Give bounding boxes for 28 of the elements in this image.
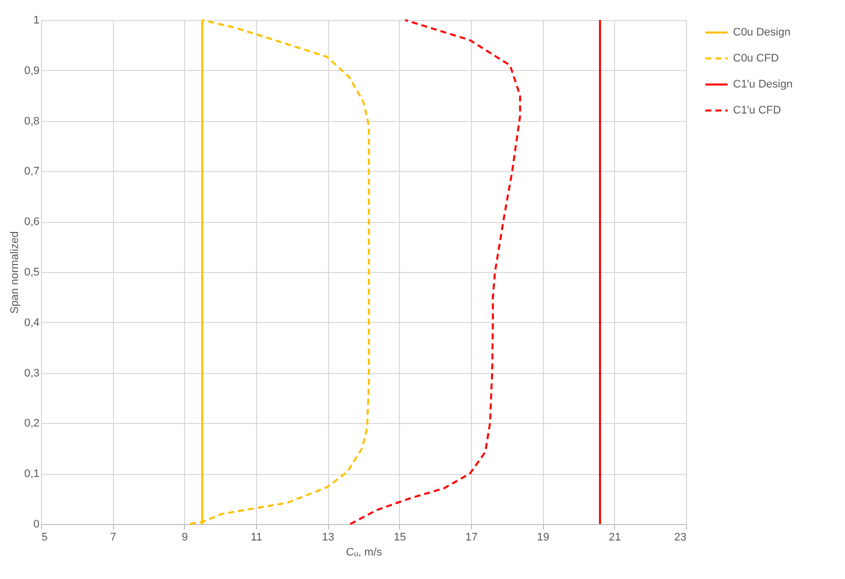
x-tick-label: 19 (537, 532, 550, 544)
x-tick-label: 17 (465, 532, 478, 544)
x-tick-label: 7 (110, 532, 116, 544)
legend-label: C1'u CFD (733, 104, 781, 116)
y-tick-label: 0,3 (24, 367, 40, 380)
line-series (349, 19, 522, 525)
x-axis-title: Cᵤ, m/s (346, 546, 382, 558)
x-tick-label: 9 (182, 532, 188, 544)
y-tick-label: 1 (33, 14, 40, 26)
y-tick-label: 0,9 (24, 64, 40, 77)
legend-label: C0u Design (733, 26, 790, 38)
x-tick-label: 21 (608, 532, 621, 544)
y-tick-label: 0,8 (24, 115, 40, 128)
y-tick-label: 0,5 (24, 266, 40, 278)
x-tick-label: 5 (42, 532, 48, 544)
y-tick-label: 0,6 (24, 216, 40, 228)
y-tick-label: 0,1 (24, 468, 40, 480)
x-tick-label: 15 (394, 532, 406, 544)
y-axis-title: Span normalized (9, 231, 22, 314)
y-tick-label: 0,7 (24, 166, 40, 178)
legend-label: C1'u Design (733, 78, 793, 90)
y-tick-label: 0 (33, 518, 40, 530)
legend-label: C0u CFD (733, 52, 779, 64)
y-tick-label: 0,2 (24, 418, 40, 430)
x-tick-label: 13 (322, 532, 334, 544)
y-tick-label: 0,4 (24, 316, 40, 329)
x-tick-label: 23 (674, 532, 686, 544)
x-tick-label: 11 (250, 532, 262, 544)
